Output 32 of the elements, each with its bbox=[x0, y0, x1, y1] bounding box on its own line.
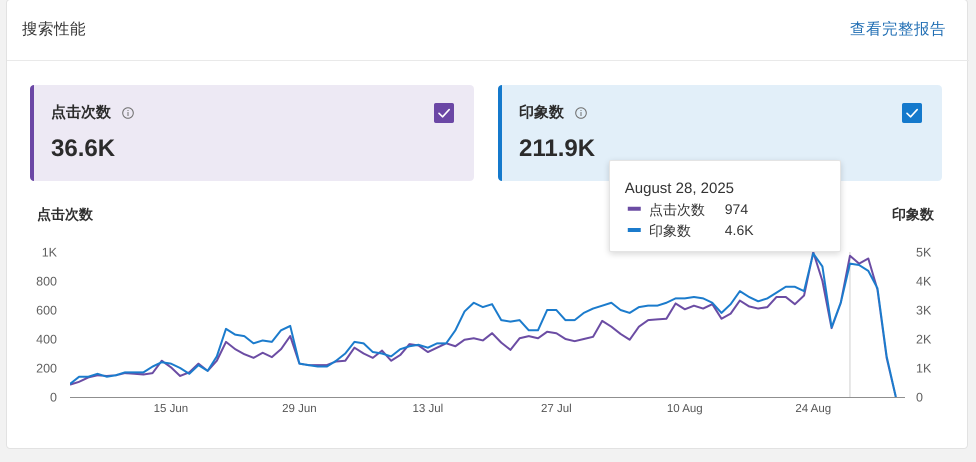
text: 974 bbox=[724, 200, 748, 218]
x-tick-label: 24 Aug bbox=[795, 402, 832, 415]
y2-tick-label: 5K bbox=[916, 245, 932, 260]
y2-tick-label: 2K bbox=[916, 332, 932, 346]
line-series bbox=[70, 252, 897, 397]
text: 211.9K bbox=[519, 134, 596, 164]
y-tick-label: 0 bbox=[50, 390, 58, 404]
text: 36.6K bbox=[51, 134, 116, 164]
x-tick-label: 10 Aug bbox=[666, 402, 703, 415]
x-tick-label: 29 Jun bbox=[282, 402, 317, 415]
legend-label: 印象数 bbox=[648, 222, 691, 238]
y-tick-label: 800 bbox=[36, 274, 58, 288]
text: 4.6K bbox=[724, 221, 754, 240]
y2-tick-label: 1K bbox=[916, 361, 932, 376]
y2-axis-title: 印象数 bbox=[892, 206, 935, 222]
text: 印象数 bbox=[519, 103, 564, 123]
y2-tick-label: 0 bbox=[916, 390, 923, 404]
text: 查看完整报告 bbox=[850, 20, 946, 40]
y-tick-label: 200 bbox=[36, 361, 58, 376]
x-tick-label: 13 Jul bbox=[412, 402, 444, 415]
legend-title: August 28, 2025 bbox=[624, 180, 734, 198]
y-tick-label: 400 bbox=[36, 332, 58, 346]
legend-label: 点击次数 bbox=[648, 201, 705, 218]
x-tick-label: 15 Jun bbox=[154, 402, 188, 415]
y2-tick-label: 4K bbox=[916, 274, 932, 288]
y-tick-label: 1K bbox=[42, 245, 58, 260]
text: 搜索性能 bbox=[22, 20, 86, 40]
y-axis-title: 点击次数 bbox=[37, 206, 94, 222]
text: 点击次数 bbox=[51, 103, 111, 123]
y2-tick-label: 3K bbox=[916, 303, 932, 318]
y-tick-label: 600 bbox=[36, 303, 58, 318]
x-tick-label: 27 Jul bbox=[540, 402, 572, 415]
